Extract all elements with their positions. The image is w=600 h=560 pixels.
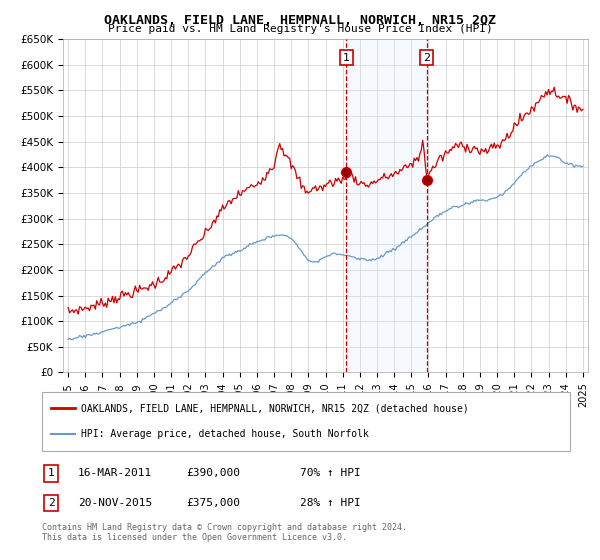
Text: £375,000: £375,000 [186,498,240,508]
Text: OAKLANDS, FIELD LANE, HEMPNALL, NORWICH, NR15 2QZ: OAKLANDS, FIELD LANE, HEMPNALL, NORWICH,… [104,14,496,27]
Text: £390,000: £390,000 [186,468,240,478]
Text: HPI: Average price, detached house, South Norfolk: HPI: Average price, detached house, Sout… [81,430,369,440]
Text: Price paid vs. HM Land Registry's House Price Index (HPI): Price paid vs. HM Land Registry's House … [107,24,493,34]
Bar [346,39,427,372]
Text: Contains HM Land Registry data © Crown copyright and database right 2024.
This d: Contains HM Land Registry data © Crown c… [42,522,407,542]
Text: 1: 1 [343,53,350,63]
Text: 2: 2 [423,53,430,63]
Text: 1: 1 [47,468,55,478]
Text: 16-MAR-2011: 16-MAR-2011 [78,468,152,478]
Text: 28% ↑ HPI: 28% ↑ HPI [300,498,361,508]
Text: 20-NOV-2015: 20-NOV-2015 [78,498,152,508]
Text: 2: 2 [47,498,55,508]
Text: OAKLANDS, FIELD LANE, HEMPNALL, NORWICH, NR15 2QZ (detached house): OAKLANDS, FIELD LANE, HEMPNALL, NORWICH,… [81,403,469,413]
Text: 70% ↑ HPI: 70% ↑ HPI [300,468,361,478]
